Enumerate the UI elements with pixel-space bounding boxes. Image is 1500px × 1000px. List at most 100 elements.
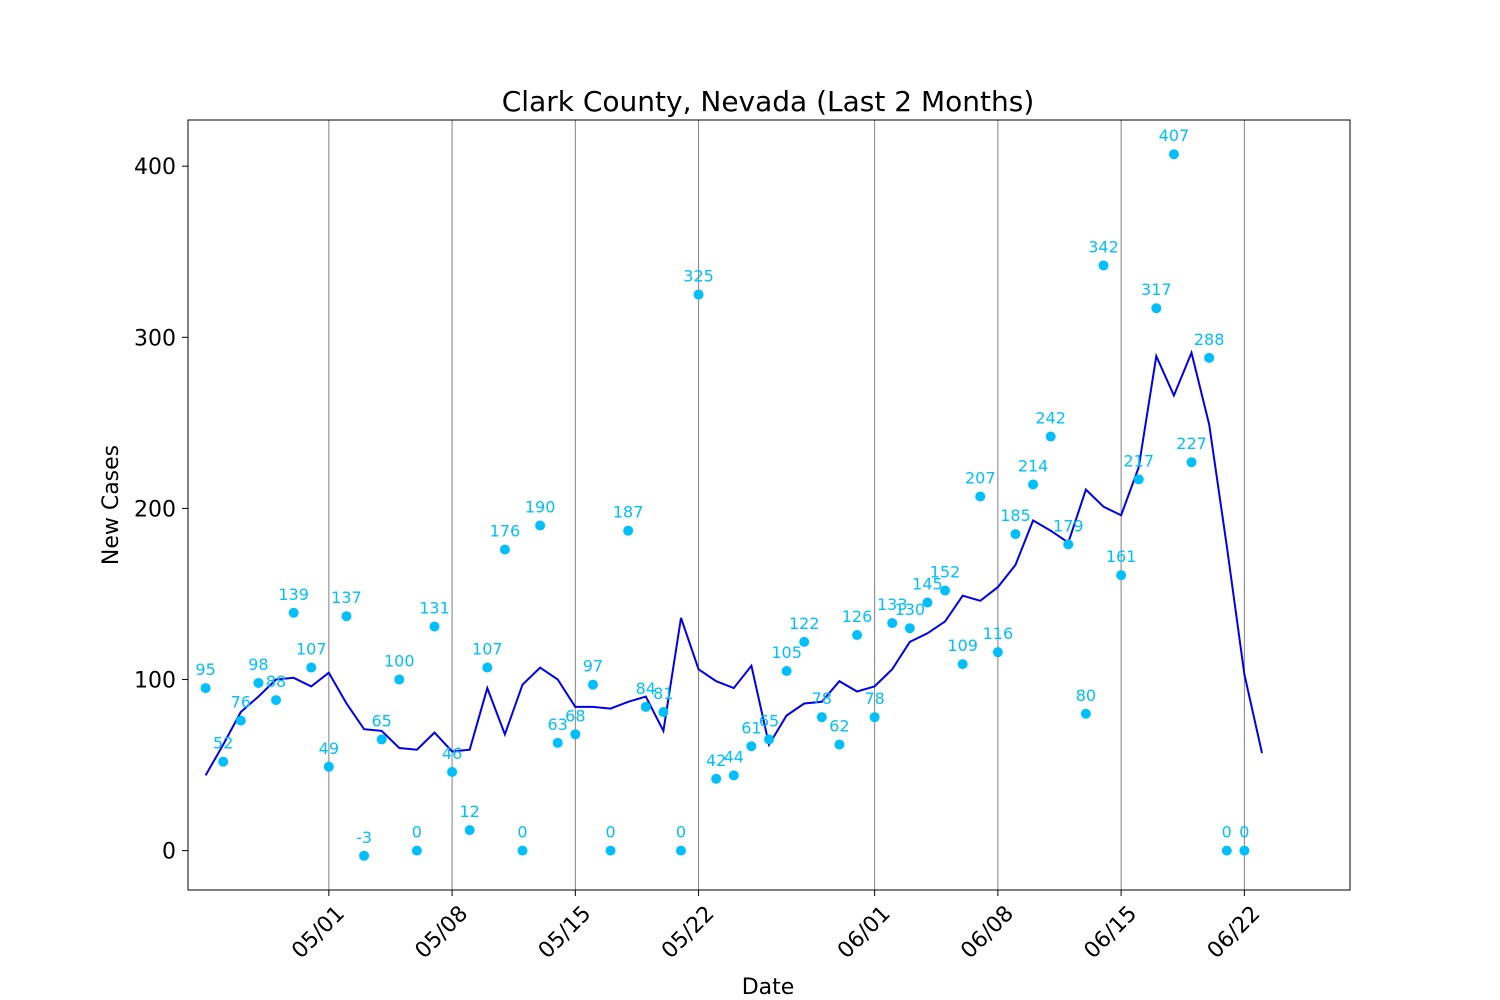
data-label-56: 227 [1176,434,1207,453]
data-label-6: 107 [296,640,327,659]
data-point-13 [429,621,440,632]
data-point-33 [781,665,792,676]
x-tick-label-6: 06/15 [1080,901,1143,964]
chart-title: Clark County, Nevada (Last 2 Months) [502,85,1035,118]
data-label-27: 0 [676,823,686,842]
data-label-31: 61 [741,718,761,737]
data-label-33: 105 [771,643,802,662]
x-tick-label-0: 05/01 [287,901,350,964]
trend-line [204,349,1263,776]
data-point-55 [1168,149,1179,160]
data-point-21 [570,729,581,740]
data-label-38: 78 [864,689,884,708]
data-point-57 [1204,352,1215,363]
data-point-42 [940,585,951,596]
data-label-0: 95 [195,660,215,679]
data-label-46: 185 [1000,506,1031,525]
data-point-15 [464,825,475,836]
data-point-36 [834,739,845,750]
data-label-55: 407 [1159,126,1190,145]
data-point-23 [605,845,616,856]
data-label-43: 109 [947,636,978,655]
data-label-52: 161 [1106,547,1137,566]
data-point-26 [658,707,669,718]
data-label-25: 84 [636,679,656,698]
data-point-27 [675,845,686,856]
data-label-36: 62 [829,717,849,736]
data-point-22 [587,679,598,690]
y-axis-title: New Cases [99,445,124,565]
data-label-39: 133 [877,595,908,614]
data-point-37 [852,630,863,641]
data-point-48 [1045,431,1056,442]
data-label-37: 126 [842,607,873,626]
data-label-53: 217 [1123,451,1154,470]
data-label-35: 78 [812,689,832,708]
y-tick-label-1: 100 [134,669,176,694]
data-label-29: 42 [706,751,726,770]
data-label-58: 0 [1222,823,1232,842]
y-tick-label-2: 200 [134,497,176,522]
data-point-34 [799,636,810,647]
data-label-24: 187 [613,503,644,522]
data-point-18 [517,845,528,856]
data-label-45: 116 [983,624,1014,643]
data-label-21: 68 [565,706,585,725]
data-point-32 [764,734,774,745]
data-label-50: 80 [1076,686,1096,705]
data-label-15: 12 [460,802,480,821]
data-label-57: 288 [1194,330,1225,349]
data-label-17: 176 [490,521,521,540]
data-label-1: 52 [213,734,233,753]
data-point-0 [200,683,211,694]
data-label-20: 63 [548,715,568,734]
data-label-14: 46 [442,744,462,763]
data-label-2: 76 [231,693,251,712]
data-label-4: 88 [266,672,286,691]
x-axis-title: Date [742,975,795,1000]
data-label-59: 0 [1239,823,1249,842]
data-point-4 [271,695,282,706]
data-point-44 [975,491,986,502]
data-point-53 [1133,474,1144,485]
data-point-7 [323,761,334,772]
data-point-5 [288,607,299,618]
data-label-8: 137 [331,588,362,607]
data-point-41 [922,597,933,608]
data-label-23: 0 [605,823,615,842]
x-tick-label-7: 06/22 [1203,901,1266,964]
data-label-3: 98 [248,655,268,674]
data-point-12 [411,845,422,856]
data-point-46 [1010,529,1021,540]
data-label-41: 145 [912,575,943,594]
data-label-13: 131 [419,598,450,617]
data-point-3 [253,677,264,688]
data-point-58 [1221,845,1232,856]
data-point-25 [640,701,651,712]
data-point-56 [1186,457,1197,468]
data-point-8 [341,611,352,622]
data-label-26: 81 [653,684,673,703]
data-point-6 [306,662,317,673]
data-point-45 [992,647,1003,658]
data-point-35 [816,712,827,723]
data-point-2 [235,715,246,726]
data-label-51: 342 [1088,237,1119,256]
x-tick-label-5: 06/08 [956,901,1019,964]
data-point-28 [693,289,704,300]
data-point-11 [394,674,405,685]
data-label-54: 317 [1141,280,1172,299]
data-point-29 [711,773,722,784]
data-point-10 [376,734,387,745]
data-label-9: -3 [356,828,372,847]
data-label-19: 190 [525,498,556,517]
data-label-12: 0 [412,823,422,842]
data-label-32: 65 [759,711,779,730]
data-label-34: 122 [789,614,820,633]
data-point-9 [359,850,370,861]
x-tick-label-4: 06/01 [833,901,896,964]
data-point-31 [746,741,757,752]
x-ticks: 05/01 05/08 05/15 05/22 06/01 06/08 06/15 06/22 [287,890,1265,964]
